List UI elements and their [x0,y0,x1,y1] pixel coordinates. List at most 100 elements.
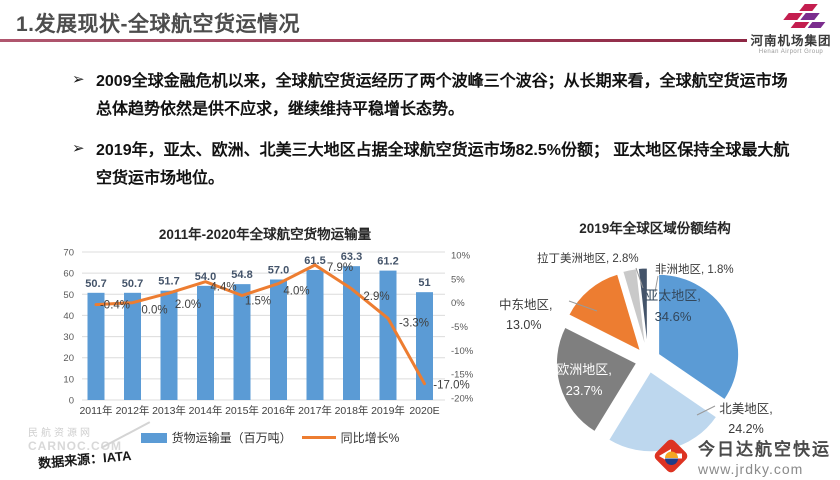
left-axis-tick-label: 40 [63,311,74,322]
bar-series-swatch [140,432,167,443]
bar [87,292,105,400]
category-label: 2016年 [262,404,296,417]
category-label: 2015年 [225,404,259,417]
left-axis-tick-label: 70 [63,248,74,259]
bullet-text-1: 2009全球金融危机以来，全球航空货运经历了两个波峰三个波谷；从长期来看，全球航… [96,73,788,118]
category-label: 2014年 [189,404,223,417]
bar-value-label: 57.0 [268,264,289,276]
pie-slices [555,267,740,453]
jrdky-logo-icon [654,439,688,473]
jrdky-logo: 今日达航空快运 www.jrdky.com [650,435,831,477]
right-axis-tick-label: -5% [451,322,468,333]
pie-label-apac-value: 34.6% [654,309,692,324]
right-axis-tick-label: 5% [451,274,465,285]
line-point-label: 4.0% [283,286,309,298]
legend-item-volume: 货物运输量（百万吨） [140,429,292,446]
watermark-line2: CARNOC.COM [28,439,122,453]
category-label: 2017年 [298,404,332,417]
pie-label-na-value: 24.2% [728,422,764,436]
airport-group-name: 河南机场集团 [750,34,832,48]
bullet-text-2: 2019年，亚太、欧洲、北美三大地区占据全球航空货运市场82.5%份额； 亚太地… [96,142,790,187]
pie-label-africa: 非洲地区, 1.8% [655,264,734,276]
left-axis-tick-label: 0 [69,396,74,407]
leader-line [654,275,659,293]
right-axis-tick-label: -20% [451,394,474,405]
pie-chart-title: 2019年全球区域份额结构 [579,221,731,236]
category-label: 2012年 [116,404,150,417]
bullet-arrow-icon: ➢ [72,71,85,88]
category-label: 2020E [409,405,439,417]
bar-value-label: 50.7 [85,278,106,290]
bullet-item-1: ➢ 2009全球金融危机以来，全球航空货运经历了两个波峰三个波谷；从长期来看，全… [72,68,790,124]
line-point-label: -17.0% [433,380,469,392]
cargo-volume-combo-chart: 70 60 50 40 30 20 10 0 10% 5% 0% -5% -10% -15% -20% 50.… [63,248,474,418]
left-axis-tick-label: 30 [63,332,74,343]
bar-series-label: 货物运输量（百万吨） [171,431,292,445]
category-label: 2013年 [152,404,186,417]
bullet-item-2: ➢ 2019年，亚太、欧洲、北美三大地区占据全球航空货运市场82.5%份额； 亚… [72,137,790,193]
growth-line [94,263,426,386]
bullet-list: ➢ 2009全球金融危机以来，全球航空货运经历了两个波峰三个波谷；从长期来看，全… [72,68,790,206]
bar-chart-legend: 货物运输量（百万吨） 同比增长% [60,429,480,446]
left-axis-tick-label: 20 [63,353,74,364]
bar [306,269,324,400]
right-axis-tick-label: -10% [451,346,474,357]
pie-slice [555,326,638,433]
line-point-label: -3.3% [399,317,429,329]
bar-value-label: 54.0 [195,271,216,283]
line-series-label: 同比增长% [340,431,400,445]
pie-slice [637,267,648,349]
pie-label-mideast-name: 中东地区, [499,298,553,312]
left-axis-tick-label: 50 [63,290,74,301]
line-point-label: -0.4% [100,300,130,312]
airport-group-subtitle: Henan Airport Group [758,49,824,55]
line-series-swatch [301,436,336,439]
line-point-label: 2.9% [363,291,389,303]
airport-group-logo-icon [780,4,826,28]
henan-airport-group-logo: 河南机场集团 Henan Airport Group [746,4,836,55]
bar-value-label: 54.8 [231,269,252,281]
bullet-arrow-icon: ➢ [72,140,85,157]
category-label: 2018年 [335,404,369,417]
pie-slice [568,273,642,352]
watermark-line1: 民航资源网 [28,428,93,439]
legend-item-growth: 同比增长% [301,429,400,446]
leader-line [568,300,598,312]
jrdky-logo-text: 今日达航空快运 www.jrdky.com [698,435,831,477]
bar-value-label: 51.7 [158,276,179,288]
bar-value-label: 63.3 [341,251,362,263]
jrdky-url: www.jrdky.com [698,461,804,477]
bar [270,279,287,400]
left-axis-tick-label: 60 [63,269,74,280]
bar-chart-title: 2011年-2020年全球航空货物运输量 [158,227,372,242]
pie-label-europe-value: 23.7% [565,383,603,398]
jrdky-name: 今日达航空快运 [698,440,831,459]
bar [197,285,214,400]
leader-line [635,267,644,289]
carnoc-watermark: 民航资源网 CARNOC.COM [28,421,151,453]
category-label: 2019年 [371,404,405,417]
bar [379,270,397,400]
category-label: 2011年 [79,404,112,417]
pie-label-mideast-value: 13.0% [506,318,542,332]
bar-value-label: 51 [418,277,430,289]
pie-label-latin-america: 拉丁美洲地区, 2.8% [537,253,639,265]
title-divider [0,39,747,42]
bar [233,284,251,400]
pie-label-apac-name: 亚太地区, [645,288,701,303]
left-axis-tick-label: 10 [63,374,74,385]
bar-value-label: 61.5 [304,255,325,267]
bar [343,266,360,400]
line-point-label: 7.9% [327,262,353,274]
bar-value-label: 61.2 [377,256,398,268]
line-point-label: 1.5% [245,296,271,308]
bar [124,292,141,400]
leader-line [696,405,716,416]
right-axis-tick-label: 10% [451,251,471,262]
pie-slice [658,273,740,401]
page-title: 1.发展现状-全球航空货运情况 [16,13,301,36]
line-point-label: 2.0% [175,299,201,311]
pie-label-europe-name: 欧洲地区, [556,362,612,377]
right-axis-tick-label: 0% [451,298,465,309]
